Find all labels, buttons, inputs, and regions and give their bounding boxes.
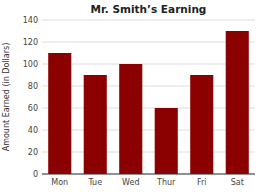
y-axis-label: Amount Earned (in Dollars): [2, 43, 11, 152]
grid-line: [42, 108, 255, 109]
bar: [226, 31, 249, 174]
y-tick-label: 60: [28, 104, 38, 113]
page: {"chart_data": {"type": "bar", "title": …: [0, 0, 263, 192]
grid-line: [42, 174, 255, 175]
grid-line: [42, 86, 255, 87]
x-tick-label: Fri: [197, 178, 207, 187]
x-axis-line: [42, 174, 255, 175]
grid-line: [42, 20, 255, 21]
bar: [84, 75, 107, 174]
grid-line: [42, 64, 255, 65]
grid-line: [42, 130, 255, 131]
bar: [155, 108, 178, 174]
grid: [42, 20, 255, 174]
y-tick-label: 120: [23, 38, 38, 47]
grid-line: [42, 152, 255, 153]
bar: [48, 53, 71, 174]
y-ticks: 0 20 40 60 80 100 120 140: [23, 16, 38, 179]
grid-line: [42, 42, 255, 43]
x-tick-label: Tue: [87, 178, 102, 187]
x-tick-label: Thur: [156, 178, 176, 187]
bar: [190, 75, 213, 174]
y-tick-label: 140: [23, 16, 38, 25]
bar: [119, 64, 142, 174]
y-tick-label: 100: [23, 60, 38, 69]
chart-svg: 0 20 40 60 80 100 120 140 Mon Tue Wed Thur Fri Sat Mr.…: [0, 0, 263, 192]
y-tick-label: 0: [33, 170, 38, 179]
x-ticks: Mon Tue Wed Thur Fri Sat: [51, 178, 244, 187]
y-tick-label: 40: [28, 126, 38, 135]
chart-container: 0 20 40 60 80 100 120 140 Mon Tue Wed Thur Fri Sat Mr.…: [0, 0, 263, 192]
x-tick-label: Sat: [231, 178, 244, 187]
x-tick-label: Wed: [122, 178, 139, 187]
y-tick-label: 80: [28, 82, 38, 91]
y-tick-label: 20: [28, 148, 38, 157]
x-tick-label: Mon: [51, 178, 68, 187]
title: Mr. Smith’s Earning: [91, 3, 207, 15]
bars: [48, 31, 249, 174]
